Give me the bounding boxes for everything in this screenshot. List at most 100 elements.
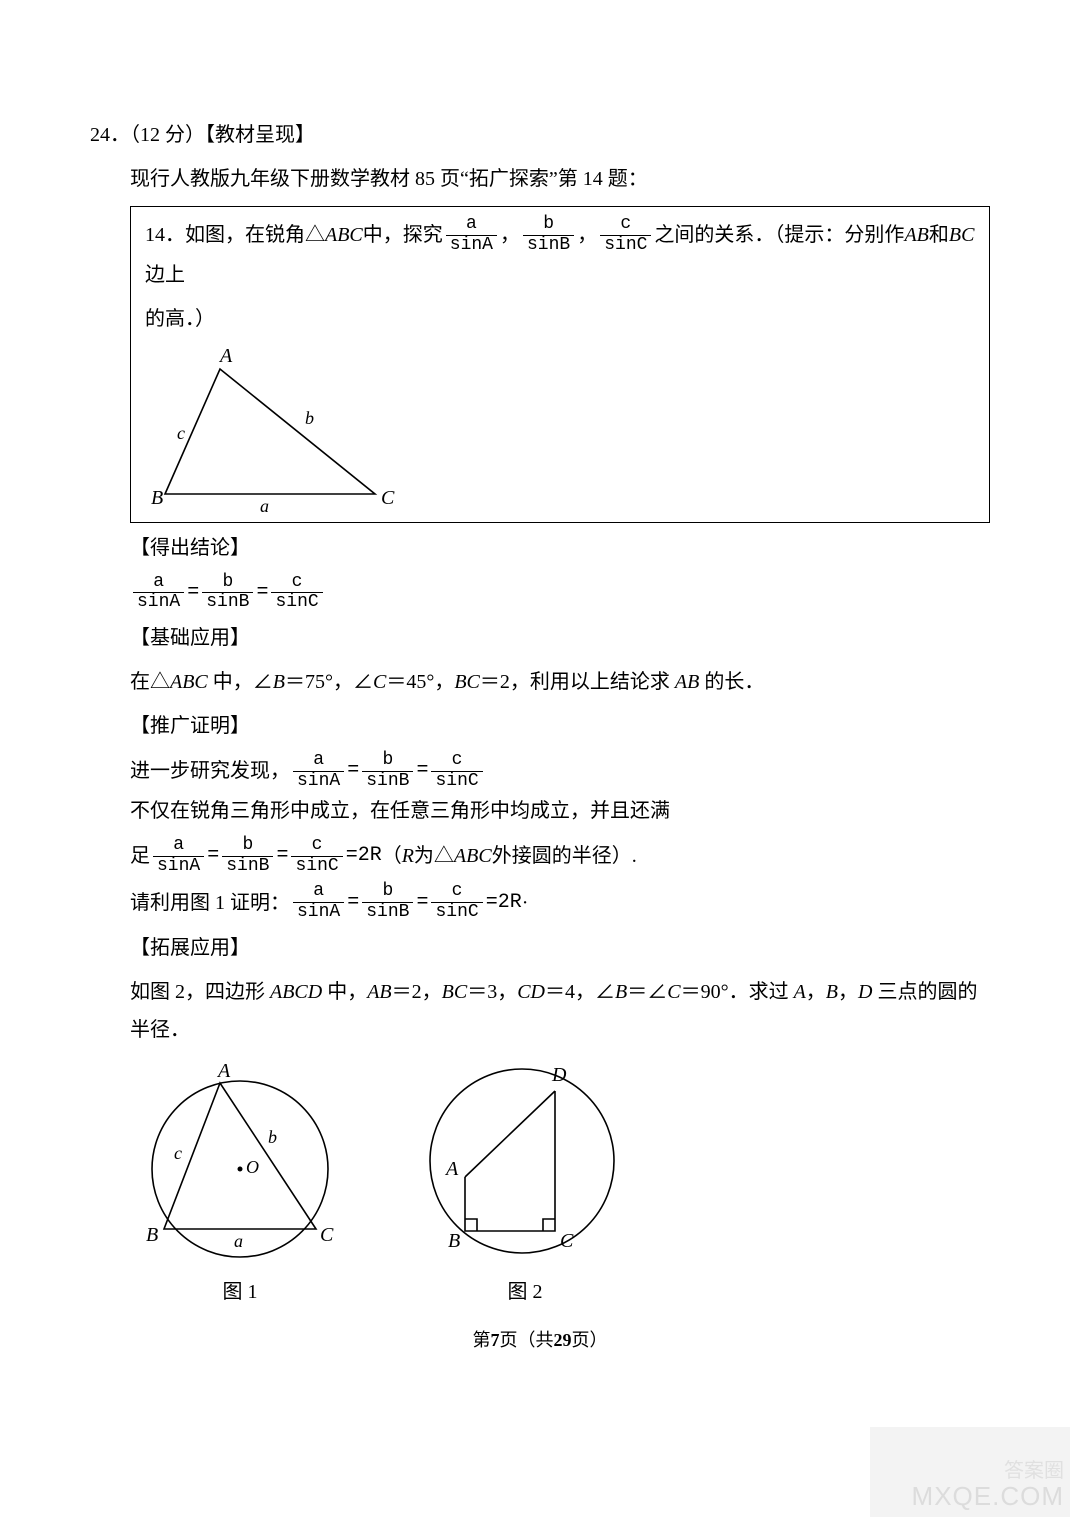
frac-den: sinC [291, 857, 342, 877]
figure-pair: A B C O a b c 图 1 [130, 1059, 990, 1311]
frac-den: sinA [446, 236, 497, 256]
peq2: = [416, 752, 428, 790]
ext-C: C [667, 981, 680, 1003]
boxed-mid: 中，探究 [363, 216, 443, 254]
p3dot: · [522, 884, 529, 922]
p2eq1: = [207, 837, 219, 875]
watermark: 答案圈 MXQE.COM [870, 1427, 1070, 1517]
p2eq3: =2R [346, 837, 382, 875]
sec-conclusion-title: 【得出结论】 [130, 529, 990, 567]
p2paren-tail: 外接圆的半径）. [492, 837, 637, 875]
f2-B: B [448, 1230, 460, 1252]
conclusion-eq: a sinA = b sinB = c sinC [130, 573, 990, 614]
boxed-and: 和 [929, 216, 949, 254]
conc-f3: c sinC [271, 573, 322, 614]
p3f3: csinC [431, 882, 482, 923]
frac-num: c [291, 836, 342, 857]
lbl-B: B [151, 487, 163, 509]
frac-num: b [362, 882, 413, 903]
conc-eq2: = [256, 574, 268, 612]
lbl-b: b [305, 408, 314, 428]
prove2-pre: 足 [130, 837, 150, 875]
p2f2: bsinB [222, 836, 273, 877]
p2f1: asinA [153, 836, 204, 877]
conc-f2: b sinB [202, 573, 253, 614]
page: 24．（12 分）【教材呈现】 现行人教版九年级下册数学教材 85 页“拓广探索… [0, 0, 1080, 1527]
ext-abeq: ＝2， [392, 981, 442, 1003]
boxed-triangle: A B C a b c [145, 344, 975, 514]
ext-Dp: D [858, 981, 872, 1003]
f1-B: B [146, 1224, 158, 1246]
boxed-frac3: c sinC [600, 215, 651, 256]
boxed-ab: AB [904, 216, 928, 254]
boxed-frac2: b sinB [523, 215, 574, 256]
basic-ceq: ＝45°， [386, 671, 454, 693]
frac-den: sinA [293, 903, 344, 923]
p3eq2: = [416, 884, 428, 922]
frac-num: a [293, 882, 344, 903]
f2-D: D [551, 1064, 567, 1086]
fig2-svg: A B C D [410, 1059, 640, 1269]
conc-f1: a sinA [133, 573, 184, 614]
p3f2: bsinB [362, 882, 413, 923]
frac-den: sinB [362, 903, 413, 923]
p2paren-mid: 为△ [414, 837, 454, 875]
watermark-inner: 答案圈 MXQE.COM [912, 1460, 1064, 1511]
frac-num: b [523, 215, 574, 236]
pf3: csinC [431, 751, 482, 792]
boxed-frac1: a sinA [446, 215, 497, 256]
footer-pageno: 7 [491, 1330, 500, 1350]
p2f3: csinC [291, 836, 342, 877]
ext-BC: BC [442, 981, 468, 1003]
footer-suf: 页） [572, 1330, 608, 1350]
basic-mid: 中，∠ [208, 671, 273, 693]
frac-den: sinC [431, 772, 482, 792]
basic-C: C [373, 671, 386, 693]
boxed-tail3: 之间的关系．（提示：分别作 [654, 216, 904, 254]
basic-tail: 的长． [699, 671, 764, 693]
frac-den: sinC [600, 236, 651, 256]
frac-num: c [431, 882, 482, 903]
p2eq2: = [276, 837, 288, 875]
frac-num: a [153, 836, 204, 857]
boxed-c2: ， [577, 216, 597, 254]
frac-num: c [431, 751, 482, 772]
pf2: bsinB [362, 751, 413, 792]
frac-den: sinA [293, 772, 344, 792]
frac-num: b [202, 573, 253, 594]
lbl-c: c [177, 423, 185, 443]
frac-num: c [600, 215, 651, 236]
f1-c: c [174, 1143, 182, 1163]
basic-beq: ＝75°，∠ [285, 671, 373, 693]
frac-num: b [362, 751, 413, 772]
boxed-line1: 14．如图，在锐角△ ABC 中，探究 a sinA ， b sinB ， c … [145, 215, 975, 294]
ext-c1: ， [806, 981, 826, 1003]
frac-num: c [271, 573, 322, 594]
p3f1: asinA [293, 882, 344, 923]
page-footer: 第7页（共29页） [0, 1323, 1080, 1357]
ext-ABCD: ABCD [270, 981, 322, 1003]
ext-bceq: ＝3， [467, 981, 517, 1003]
ext-mid1: 中， [322, 981, 367, 1003]
p3eq1: = [347, 884, 359, 922]
fig1-svg: A B C O a b c [130, 1059, 350, 1269]
fig1-col: A B C O a b c 图 1 [130, 1059, 350, 1311]
fig2-col: A B C D 图 2 [410, 1059, 640, 1311]
ext-cdeq: ＝4，∠ [545, 981, 615, 1003]
frac-den: sinC [271, 593, 322, 613]
p2paren-pre: （ [382, 837, 402, 875]
lbl-a: a [260, 496, 269, 514]
f1-A: A [216, 1060, 231, 1082]
frac-num: a [133, 573, 184, 594]
frac-den: sinB [202, 593, 253, 613]
frac-den: sinB [523, 236, 574, 256]
f1-a: a [234, 1231, 243, 1251]
basic-AB: AB [675, 671, 699, 693]
frac-den: sinC [431, 903, 482, 923]
conc-eq1: = [187, 574, 199, 612]
f2-A: A [444, 1158, 459, 1180]
prove-line1: 进一步研究发现， asinA = bsinB = csinC 不仅在锐角三角形中… [130, 751, 990, 830]
watermark-line1: 答案圈 [912, 1460, 1064, 1482]
boxed-edge: 边上 [145, 256, 185, 294]
ext-line: 如图 2，四边形 ABCD 中，AB＝2，BC＝3，CD＝4，∠B＝∠C＝90°… [130, 973, 990, 1049]
